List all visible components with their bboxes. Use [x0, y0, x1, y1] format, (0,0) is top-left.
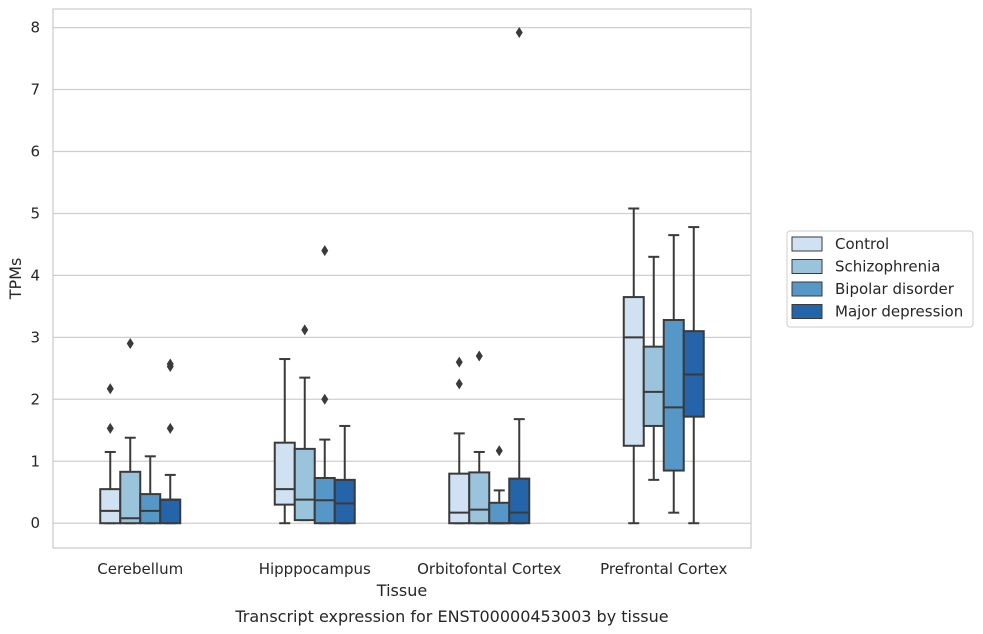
box-group	[642, 255, 665, 481]
y-tick-label: 5	[30, 204, 40, 222]
box-iqr	[333, 478, 356, 525]
box-group	[682, 226, 705, 525]
box-iqr	[159, 498, 182, 525]
box-group	[488, 445, 511, 525]
box-iqr	[99, 488, 122, 525]
box-group	[333, 424, 356, 525]
outlier-point	[495, 445, 503, 457]
legend-label: Control	[835, 235, 889, 253]
box-group	[159, 358, 182, 525]
y-tick-labels: 0 1 2 3 4 5 6 7 8	[30, 19, 40, 533]
box-group	[139, 455, 162, 525]
box-group	[508, 27, 531, 525]
legend-label: Schizophrenia	[835, 258, 940, 276]
y-tick-label: 7	[30, 81, 40, 99]
chart-title: Transcript expression for ENST0000045300…	[234, 607, 668, 626]
box-group	[273, 358, 296, 525]
legend-swatch	[791, 281, 823, 297]
y-tick-label: 6	[30, 142, 40, 160]
legend-swatch	[791, 259, 823, 274]
box-group	[119, 338, 142, 525]
legend: Control Schizophrenia Bipolar disorder Majo…	[786, 230, 974, 328]
legend-label: Major depression	[835, 303, 963, 321]
x-axis-label: Tissue	[376, 581, 427, 600]
box-iqr	[293, 447, 316, 522]
box-group	[622, 207, 645, 525]
outlier-point	[321, 393, 329, 405]
outlier-point	[455, 356, 463, 368]
plot-frame	[52, 8, 752, 549]
box-iqr	[642, 345, 665, 427]
outlier-point	[166, 358, 174, 370]
y-tick-label: 1	[30, 452, 40, 470]
box-iqr	[273, 441, 296, 506]
box-groups	[99, 27, 705, 525]
outlier-point	[475, 350, 483, 362]
legend-swatch	[791, 236, 823, 252]
outlier-point	[321, 245, 329, 257]
box-group	[313, 245, 336, 525]
box-iqr	[488, 501, 511, 525]
x-tick-labels: Cerebellum Hipppocampus Orbitofontal Corte…	[97, 560, 727, 578]
y-tick-label: 2	[30, 390, 40, 408]
outlier-point	[106, 383, 114, 395]
legend-swatch	[791, 304, 823, 319]
x-tick-label: Prefrontal Cortex	[600, 560, 727, 578]
outlier-point	[301, 324, 309, 336]
x-tick-label: Cerebellum	[97, 560, 183, 578]
box-iqr	[622, 296, 645, 447]
box-group	[293, 324, 316, 522]
y-tick-label: 8	[30, 19, 40, 37]
x-tick-label: Hipppocampus	[259, 560, 371, 578]
legend-frame	[786, 230, 974, 328]
box-iqr	[119, 470, 142, 525]
box-iqr	[508, 477, 531, 525]
outlier-point	[515, 27, 523, 39]
box-group	[448, 356, 471, 525]
box-iqr	[662, 319, 685, 472]
legend-label: Bipolar disorder	[835, 280, 955, 298]
outlier-point	[455, 378, 463, 390]
box-iqr	[448, 472, 471, 525]
box-iqr	[139, 493, 162, 525]
box-group	[662, 234, 685, 514]
y-tick-label: 0	[30, 514, 40, 532]
outlier-point	[166, 422, 174, 434]
y-tick-label: 3	[30, 328, 40, 346]
grid-lines	[53, 26, 751, 524]
box-group	[468, 350, 491, 525]
y-axis-label: TPMs	[6, 258, 25, 301]
y-tick-label: 4	[30, 266, 40, 284]
x-tick-label: Orbitofontal Cortex	[417, 560, 561, 578]
outlier-point	[126, 338, 134, 350]
outlier-point	[106, 422, 114, 434]
box-iqr	[468, 471, 491, 525]
box-group	[99, 383, 122, 525]
